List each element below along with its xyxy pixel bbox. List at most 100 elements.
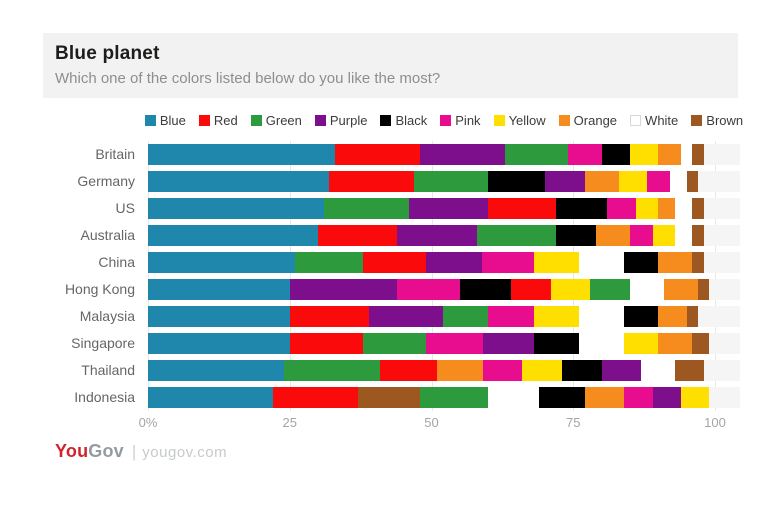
segment-yellow [624, 333, 659, 354]
segment-orange [658, 252, 693, 273]
segment-white [488, 387, 540, 408]
segment-white [680, 144, 693, 165]
legend-item-green: Green [250, 112, 302, 128]
segment-orange [658, 144, 681, 165]
footer: YouGov | yougov.com [55, 441, 779, 462]
segment-blue [148, 279, 290, 300]
segment-brown [692, 333, 710, 354]
category-label-thailand: Thailand [81, 362, 135, 378]
segment-yellow [522, 360, 562, 381]
x-axis-tick-50: 50 [424, 415, 439, 430]
segment-purple [544, 171, 585, 192]
segment-green [476, 225, 557, 246]
segment-blue [148, 171, 330, 192]
gridline-75 [573, 141, 575, 411]
segment-red [488, 198, 557, 219]
blue-swatch-icon [144, 114, 156, 126]
segment-blue [148, 252, 296, 273]
segment-purple [420, 144, 506, 165]
segment-red [289, 333, 364, 354]
bar-row-thailand [148, 357, 740, 384]
chart-header: Blue planet Which one of the colors list… [43, 33, 738, 98]
segment-orange [658, 306, 687, 327]
pink-swatch-icon [440, 114, 452, 126]
segment-black [601, 144, 630, 165]
gridline-50 [431, 141, 433, 411]
bar-row-singapore [148, 330, 740, 357]
segment-red [363, 252, 426, 273]
x-axis-tick-75: 75 [566, 415, 581, 430]
segment-blue [148, 360, 285, 381]
segment-white [669, 171, 687, 192]
segment-red [289, 306, 370, 327]
segment-purple [652, 387, 681, 408]
category-label-hong-kong: Hong Kong [64, 281, 135, 297]
legend-label: Green [265, 112, 302, 128]
segment-pink [397, 279, 460, 300]
segment-green [323, 198, 409, 219]
category-label-indonesia: Indonesia [74, 389, 135, 405]
segment-pink [629, 225, 653, 246]
segment-pink [567, 144, 602, 165]
segment-black [624, 306, 659, 327]
legend-item-white: White [630, 113, 678, 128]
bar-row-germany [148, 168, 740, 195]
segment-red [318, 225, 398, 246]
segment-brown [692, 144, 704, 165]
segment-orange [663, 279, 698, 300]
segment-black [488, 171, 545, 192]
legend-item-brown: Brown [691, 113, 743, 128]
segment-purple [482, 333, 534, 354]
segment-black [556, 225, 596, 246]
legend-label: Purple [329, 112, 368, 128]
legend-label: Pink [455, 112, 481, 128]
gridline-25 [289, 141, 291, 411]
segment-brown [692, 198, 704, 219]
gridline-100 [715, 141, 716, 411]
segment-green [295, 252, 364, 273]
segment-black [556, 198, 608, 219]
segment-orange [437, 360, 483, 381]
segment-black [459, 279, 511, 300]
segment-white [578, 333, 625, 354]
chart-legend: Blue Red Green Purple Black Pink Yellow Orange W… [144, 111, 743, 129]
segment-blue [148, 144, 336, 165]
legend-item-yellow: Yellow [493, 112, 546, 128]
segment-red [510, 279, 551, 300]
segment-yellow [533, 252, 579, 273]
segment-green [420, 387, 489, 408]
segment-brown [692, 252, 704, 273]
segment-blue [148, 198, 324, 219]
segment-yellow [635, 198, 659, 219]
category-label-britain: Britain [95, 146, 135, 162]
logo-you-text: You [55, 441, 89, 461]
segment-pink [624, 387, 653, 408]
segment-pink [425, 333, 483, 354]
category-label-australia: Australia [80, 227, 135, 243]
segment-black [624, 252, 659, 273]
category-label-singapore: Singapore [71, 335, 135, 351]
chart-subtitle: Which one of the colors listed below do … [55, 70, 441, 87]
orange-swatch-icon [558, 114, 570, 126]
segment-orange [584, 171, 619, 192]
segment-green [363, 333, 426, 354]
legend-item-red: Red [198, 113, 238, 128]
segment-brown [686, 306, 698, 327]
segment-yellow [550, 279, 591, 300]
segment-blue [148, 225, 319, 246]
segment-yellow [629, 144, 659, 165]
bar-track [148, 306, 740, 327]
segment-white [629, 279, 664, 300]
logo-divider: | [131, 442, 137, 461]
legend-label: Yellow [508, 112, 546, 128]
x-axis-tick-25: 25 [282, 415, 297, 430]
segment-pink [607, 198, 636, 219]
bar-track [148, 171, 740, 192]
category-label-malaysia: Malaysia [79, 308, 135, 324]
legend-item-orange: Orange [558, 113, 617, 128]
segment-brown [686, 171, 698, 192]
category-label-us: US [115, 200, 135, 216]
segment-purple [397, 225, 477, 246]
segment-orange [658, 333, 693, 354]
bar-track [148, 225, 740, 246]
